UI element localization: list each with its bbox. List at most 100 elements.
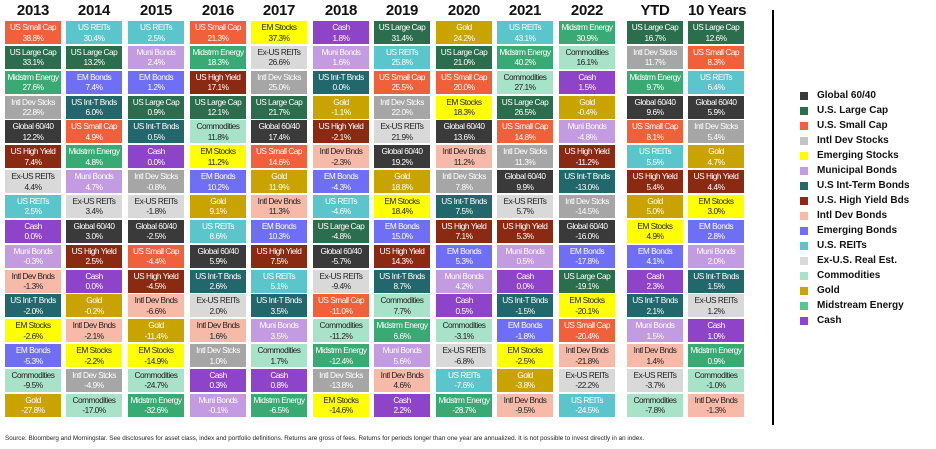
return-cell: US High Yield 14.3% — [374, 244, 430, 268]
asset-label: US High Yield — [71, 245, 117, 256]
return-value: 0.5% — [516, 256, 534, 267]
return-cell: US Int-T Bnds 2.6% — [190, 269, 246, 293]
return-cell: Midstrm Energy -28.7% — [436, 393, 492, 417]
asset-label: US Small Cap — [563, 320, 611, 331]
return-cell: US Int-T Bnds 1.5% — [688, 269, 744, 293]
asset-label: US Large Cap — [9, 46, 57, 57]
asset-label: US Int-T Bnds — [632, 295, 678, 306]
return-cell: US REITs -4.6% — [313, 194, 369, 218]
return-value: -0.3% — [23, 256, 43, 267]
asset-label: US High Yield — [318, 121, 364, 132]
return-value: 3.4% — [85, 206, 103, 217]
return-value: 31.4% — [391, 32, 413, 43]
return-value: -2.1% — [331, 131, 351, 142]
return-cell: US REITs 30.4% — [66, 21, 122, 44]
return-cell: EM Stocks -14.9% — [128, 344, 184, 368]
return-value: -6.8% — [454, 355, 474, 366]
return-cell: EM Stocks 11.2% — [190, 145, 246, 169]
return-cell: Gold -0.4% — [559, 95, 615, 119]
return-cell: Global 60/40 9.6% — [627, 95, 683, 119]
return-cell: Muni Bonds 4.2% — [436, 269, 492, 293]
legend-label: Commodities — [817, 270, 881, 281]
asset-label: Cash — [707, 320, 725, 331]
asset-label: Ex-US REITs — [633, 369, 677, 380]
asset-label: Intl Dev Stcks — [319, 369, 363, 380]
return-cell: Intl Dev Stcks 7.8% — [436, 170, 492, 194]
asset-label: Cash — [393, 394, 411, 405]
asset-label: Commodities — [196, 121, 240, 132]
return-value: -9.5% — [23, 380, 43, 391]
return-cell: US High Yield 7.1% — [436, 219, 492, 243]
return-cell: Muni Bonds -0.1% — [190, 393, 246, 417]
return-cell: Intl Dev Bnds 4.6% — [374, 368, 430, 392]
asset-label: US Int-T Bnds — [379, 270, 425, 281]
return-value: 1.2% — [147, 82, 165, 93]
return-value: 9.1% — [209, 206, 227, 217]
return-cell: Midstrm Energy 4.8% — [66, 145, 122, 169]
return-value: -3.7% — [645, 380, 665, 391]
column-2021: 2021 US REITs 43.1% Midstrm Energy 40.2% Comm… — [497, 0, 553, 417]
return-cell: US REITs -24.5% — [559, 393, 615, 417]
return-cell: US Large Cap 21.0% — [436, 45, 492, 69]
legend-item: Gold — [800, 283, 910, 298]
return-value: 8.7% — [393, 281, 411, 291]
asset-label: Cash — [646, 270, 664, 281]
return-cell: Intl Dev Bnds -1.3% — [688, 393, 744, 417]
asset-label: US High Yield — [564, 146, 610, 157]
return-cell: EM Stocks -2.2% — [66, 344, 122, 368]
return-value: 1.8% — [332, 32, 350, 43]
return-value: -24.7% — [144, 380, 168, 391]
legend-label: U.S. Small Cap — [817, 120, 888, 131]
asset-label: EM Bonds — [15, 345, 51, 356]
legend-item: U.S Int-Term Bonds — [800, 178, 910, 193]
return-cell: US Int-T Bnds 7.5% — [436, 194, 492, 218]
return-value: 1.0% — [707, 330, 725, 341]
asset-label: US REITs — [571, 394, 603, 405]
asset-label: Global 60/40 — [73, 220, 115, 231]
asset-label: EM Bonds — [507, 320, 543, 331]
return-value: -1.3% — [23, 281, 43, 291]
return-value: 12.1% — [207, 107, 229, 118]
return-value: -1.0% — [706, 380, 726, 391]
return-value: 25.0% — [268, 82, 290, 93]
return-value: 12.2% — [22, 131, 44, 142]
asset-label: Ex-US REITs — [694, 295, 738, 306]
asset-label: Global 60/40 — [258, 121, 300, 132]
return-cell: Midstrm Energy -32.6% — [128, 393, 184, 417]
return-cell: US Int-T Bnds 6.0% — [66, 95, 122, 119]
return-value: 9.7% — [646, 82, 664, 93]
return-cell: Intl Dev Bnds 11.3% — [251, 194, 307, 218]
return-cell: US Small Cap 25.5% — [374, 70, 430, 94]
return-cell: Cash 0.5% — [436, 294, 492, 318]
asset-label: Cash — [455, 295, 473, 306]
return-value: 40.2% — [514, 57, 536, 68]
asset-label: Gold — [333, 96, 349, 107]
return-value: 13.2% — [83, 57, 105, 68]
return-cell: Ex-US REITs -22.2% — [559, 368, 615, 392]
return-cell: Intl Dev Bnds 1.6% — [190, 319, 246, 343]
asset-label: Midstrm Energy — [438, 394, 490, 405]
return-cell: Cash 0.0% — [497, 269, 553, 293]
return-cell: Intl Dev Stcks 22.0% — [374, 95, 430, 119]
return-value: 18.3% — [453, 107, 475, 118]
return-cell: EM Bonds 2.8% — [688, 219, 744, 243]
return-cell: EM Bonds 15.0% — [374, 219, 430, 243]
return-value: 19.2% — [391, 156, 413, 167]
return-cell: Global 60/40 5.9% — [190, 244, 246, 268]
return-value: 5.1% — [270, 281, 288, 291]
asset-label: US REITs — [448, 369, 480, 380]
asset-label: US Large Cap — [255, 96, 303, 107]
return-value: -13.8% — [329, 380, 353, 391]
legend-label: U.S. REITs — [817, 240, 867, 251]
asset-label: US Small Cap — [692, 46, 740, 57]
return-cell: Intl Dev Bnds -6.6% — [128, 294, 184, 318]
return-value: 4.7% — [707, 156, 725, 167]
return-cell: Intl Dev Bnds -2.3% — [313, 145, 369, 169]
return-value: -9.4% — [331, 281, 351, 291]
legend-swatch — [800, 301, 808, 310]
return-value: -22.2% — [575, 380, 599, 391]
return-value: 30.9% — [576, 32, 598, 43]
return-cell: Muni Bonds 4.7% — [66, 170, 122, 194]
return-value: 10.2% — [207, 181, 229, 192]
return-value: 3.5% — [270, 305, 288, 316]
